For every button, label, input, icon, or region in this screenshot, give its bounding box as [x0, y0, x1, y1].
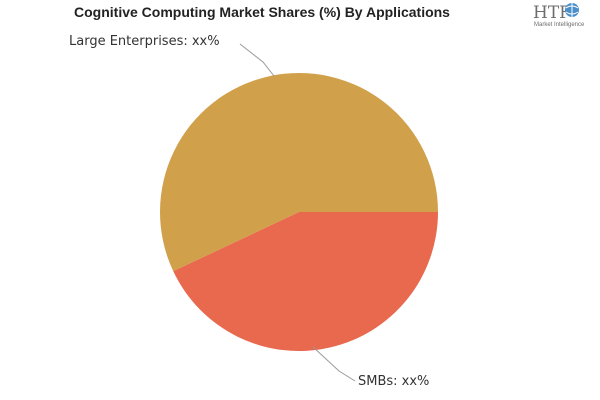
label-smbs: SMBs: xx%	[358, 374, 429, 389]
leader-line-smbs	[312, 346, 356, 382]
pie-slice-smbs	[173, 212, 439, 351]
pie-slices	[160, 72, 439, 351]
leader-line-large-enterprises	[239, 43, 275, 77]
logo-subtext: Market Intelligence	[534, 22, 585, 28]
globe-icon	[565, 3, 579, 17]
label-large-enterprises: Large Enterprises: xx%	[69, 34, 220, 49]
htf-logo: HTF Market Intelligence	[533, 3, 585, 28]
pie-slice-large-enterprises	[160, 72, 439, 272]
chart-title: Cognitive Computing Market Shares (%) By…	[74, 4, 450, 20]
logo-text: HTF	[533, 3, 571, 23]
